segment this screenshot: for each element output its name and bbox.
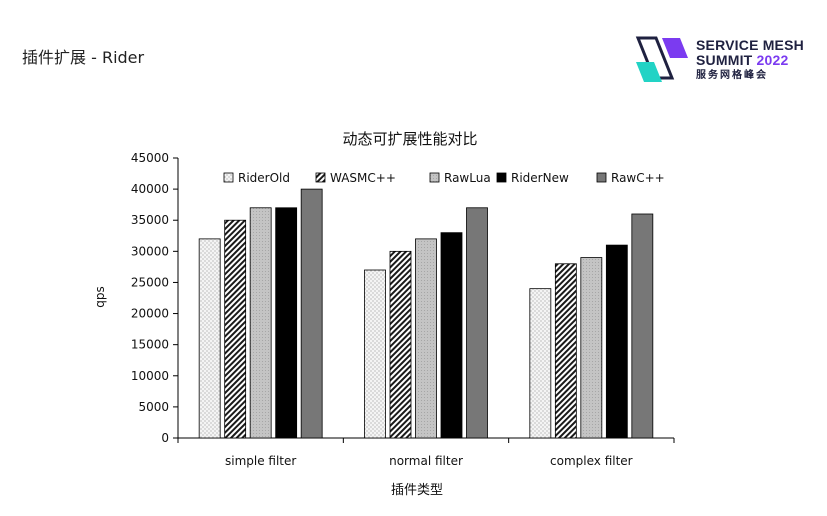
slide-title: 插件扩展 - Rider bbox=[22, 48, 145, 67]
bar-rawlua-complex-filter bbox=[580, 257, 603, 439]
legend-label: RawC++ bbox=[611, 171, 665, 185]
bar-ridernew-simple-filter bbox=[275, 207, 298, 439]
bar-riderold-complex-filter bbox=[529, 288, 552, 439]
y-axis-label: qps bbox=[93, 286, 107, 308]
y-tick-label: 10000 bbox=[131, 369, 169, 383]
logo-year: 2022 bbox=[756, 52, 789, 68]
bar-riderold-normal-filter bbox=[364, 269, 386, 439]
bar-wasmc-complex-filter bbox=[554, 263, 577, 439]
service-mesh-summit-logo: SERVICE MESH SUMMIT 2022 服务网格峰会 bbox=[632, 34, 812, 90]
y-tick-label: 25000 bbox=[131, 275, 169, 289]
logo-summit-word: SUMMIT bbox=[696, 52, 753, 68]
x-tick-label: normal filter bbox=[389, 454, 463, 468]
bar-rawlua-normal-filter bbox=[415, 238, 437, 439]
y-tick-label: 40000 bbox=[131, 182, 169, 196]
legend-swatch bbox=[315, 172, 326, 183]
bar-rawlua-simple-filter bbox=[249, 207, 272, 439]
chart-bars bbox=[198, 188, 654, 439]
legend-label: WASMC++ bbox=[330, 171, 396, 185]
x-axis-label: 插件类型 bbox=[391, 483, 443, 498]
y-tick-label: 0 bbox=[161, 431, 169, 445]
logo-mark-icon bbox=[635, 36, 688, 82]
legend-label: RawLua bbox=[444, 171, 491, 185]
legend-swatch bbox=[596, 172, 607, 183]
chart-legend: RiderOld WASMC++ RawLua RiderNew RawC++ bbox=[223, 171, 665, 185]
bar-ridernew-normal-filter bbox=[440, 232, 463, 439]
legend-item-wasmc: WASMC++ bbox=[315, 171, 396, 185]
bar-ridernew-complex-filter bbox=[605, 244, 628, 439]
legend-swatch bbox=[223, 172, 234, 183]
y-tick-label: 20000 bbox=[131, 307, 169, 321]
bar-rawc-simple-filter bbox=[300, 188, 323, 439]
logo-line-service-mesh: SERVICE MESH bbox=[696, 37, 804, 53]
y-tick-label: 5000 bbox=[138, 400, 169, 414]
bar-rawc-normal-filter bbox=[466, 207, 488, 439]
legend-item-riderold: RiderOld bbox=[223, 171, 290, 185]
y-tick-label: 30000 bbox=[131, 244, 169, 258]
legend-swatch bbox=[429, 172, 440, 183]
legend-label: RiderNew bbox=[511, 171, 569, 185]
legend-label: RiderOld bbox=[238, 171, 290, 185]
logo-line-chinese: 服务网格峰会 bbox=[696, 70, 768, 81]
legend-item-rawc: RawC++ bbox=[596, 171, 665, 185]
y-tick-label: 15000 bbox=[131, 338, 169, 352]
y-tick-label: 45000 bbox=[131, 151, 169, 165]
bar-rawc-complex-filter bbox=[631, 213, 654, 439]
y-tick-label: 35000 bbox=[131, 213, 169, 227]
bar-riderold-simple-filter bbox=[198, 238, 221, 439]
legend-swatch bbox=[496, 172, 507, 183]
legend-item-rawlua: RawLua bbox=[429, 171, 491, 185]
chart-title: 动态可扩展性能对比 bbox=[342, 130, 477, 148]
legend-item-ridernew: RiderNew bbox=[496, 171, 569, 185]
x-tick-label: complex filter bbox=[550, 454, 633, 468]
bar-wasmc-normal-filter bbox=[389, 250, 412, 439]
logo-line-summit: SUMMIT 2022 bbox=[696, 53, 804, 68]
x-tick-label: simple filter bbox=[225, 454, 296, 468]
bar-wasmc-simple-filter bbox=[224, 219, 247, 439]
